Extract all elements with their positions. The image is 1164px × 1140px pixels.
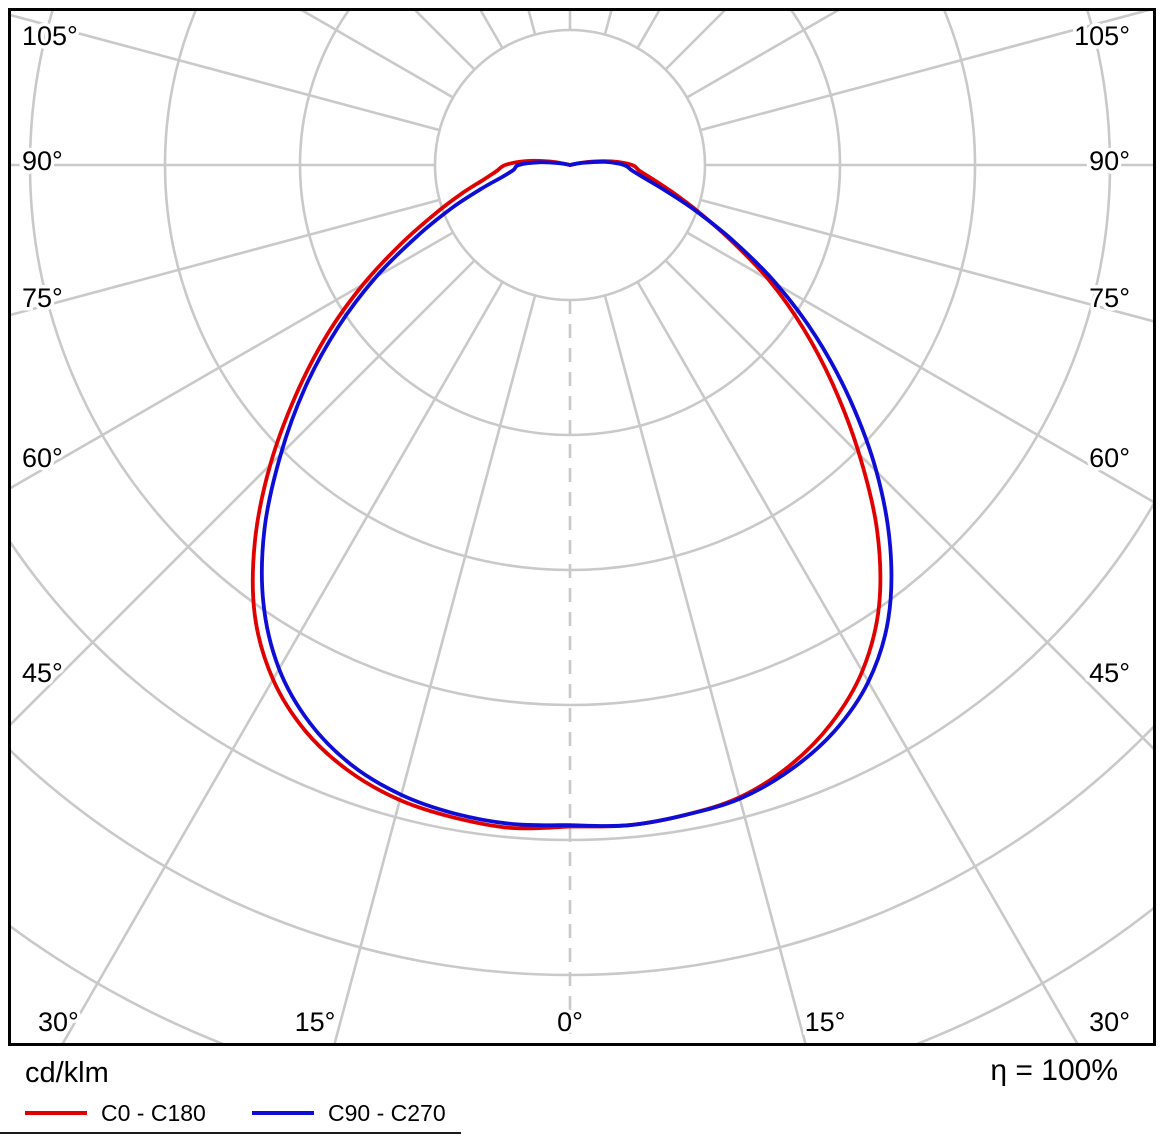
angle-tick-label: 45° (22, 658, 63, 688)
angle-tick-label: 60° (1089, 443, 1130, 473)
angle-tick-label: 30° (1089, 1007, 1130, 1037)
legend-item-c0-c180: C0 - C180 (25, 1100, 206, 1126)
intensity-curve-c90-c270 (259, 159, 894, 828)
angle-tick-label: 15° (805, 1007, 846, 1037)
angle-tick-label: 75° (22, 283, 63, 313)
grid-radial-line (8, 259, 476, 729)
angle-tick-label: 60° (22, 443, 63, 473)
grid-radial-line (603, 295, 808, 1046)
angle-tick-label: 90° (1089, 146, 1130, 176)
angle-tick-label: 0° (557, 1007, 583, 1037)
legend-label-c0-c180: C0 - C180 (101, 1100, 206, 1126)
legend-swatch-c90-c270 (252, 1111, 314, 1115)
grid-radial-line (332, 295, 537, 1046)
grid-radial-line (8, 13, 440, 132)
grid-radial-line (700, 198, 1156, 324)
grid-radial-line (686, 231, 1156, 505)
angle-tick-label: 45° (1089, 658, 1130, 688)
grid-radial-line (8, 198, 440, 317)
legend-label-c90-c270: C90 - C270 (328, 1100, 446, 1126)
legend-swatch-c0-c180 (25, 1111, 87, 1115)
grid-radial-line (664, 259, 1156, 753)
plot-frame (8, 8, 1156, 1046)
angle-tick-label: 90° (22, 146, 63, 176)
legend-divider (0, 1132, 461, 1134)
grid-radial-line (636, 281, 1081, 1046)
grid-radial-line (59, 281, 504, 1046)
angle-tick-label: 15° (295, 1007, 336, 1037)
grid-ring (8, 722, 1156, 977)
polar-chart: 105° 105° 90° 90° 75° 75° 60° 60° 45° 45° 30° 15° 0°… (8, 8, 1156, 1046)
polar-grid (8, 8, 1156, 1046)
grid-radial-line (8, 231, 454, 491)
grid-radial-line (477, 8, 504, 49)
angle-tick-label: 105° (1074, 21, 1130, 51)
intensity-curve-c0-c180 (250, 158, 883, 831)
intensity-unit-label: cd/klm (25, 1057, 109, 1089)
efficiency-label: η = 100% (990, 1054, 1118, 1087)
legend-item-c90-c270: C90 - C270 (252, 1100, 446, 1126)
angle-tick-label: 75° (1089, 283, 1130, 313)
grid-ring (8, 497, 1156, 842)
grid-radial-line (700, 8, 1156, 132)
grid-radial-line (411, 8, 476, 71)
grid-ring (163, 8, 977, 572)
angle-tick-label: 30° (38, 1007, 79, 1037)
angle-tick-label: 105° (22, 21, 78, 51)
grid-ring (298, 8, 842, 437)
